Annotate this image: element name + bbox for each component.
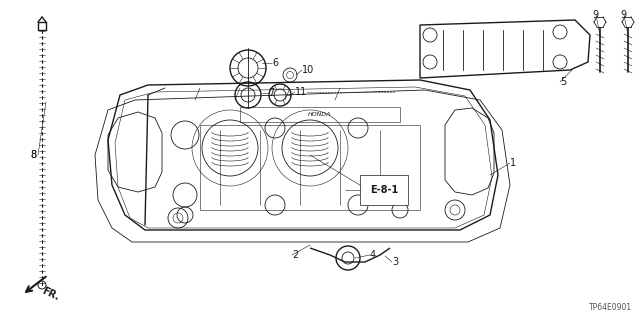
Text: 2: 2 [292,250,298,260]
Bar [200,125,420,210]
Text: 8: 8 [30,150,36,160]
Text: 7: 7 [268,88,275,98]
Text: 1: 1 [510,158,516,168]
Text: E-8-1: E-8-1 [370,185,398,195]
Text: 6: 6 [272,58,278,68]
Text: HONDA: HONDA [308,113,332,117]
Text: 10: 10 [302,65,314,75]
Text: 5: 5 [560,77,566,87]
Bar [240,107,400,122]
Text: 4: 4 [370,250,376,260]
Text: 9: 9 [620,10,626,20]
Text: 11: 11 [295,87,307,97]
Text: 8: 8 [30,150,36,160]
Text: FR.: FR. [40,286,61,303]
Text: 9: 9 [592,10,598,20]
Text: 3: 3 [392,257,398,267]
Text: TP64E0901: TP64E0901 [589,303,632,312]
